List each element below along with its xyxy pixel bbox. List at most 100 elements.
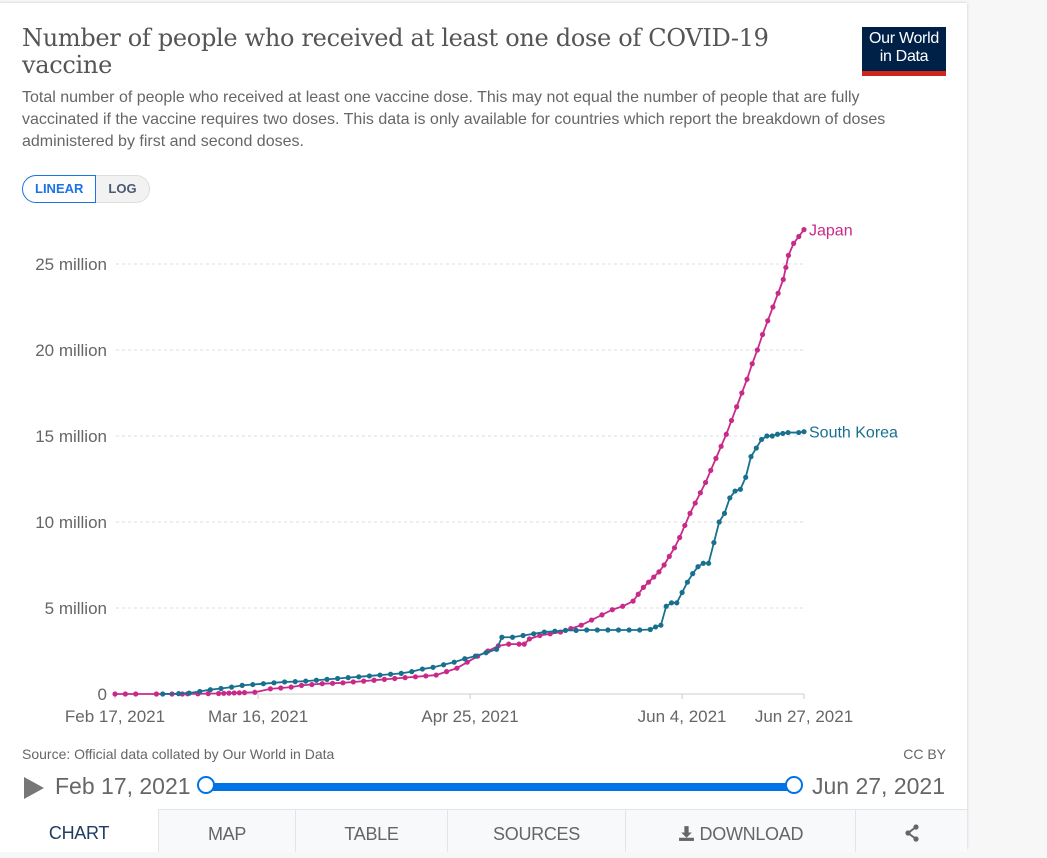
data-point (769, 433, 775, 439)
share-button[interactable] (855, 809, 967, 852)
owid-logo[interactable]: Our World in Data (862, 27, 946, 76)
data-point (412, 674, 419, 680)
data-point (630, 598, 636, 604)
share-icon (904, 824, 919, 842)
tab-chart[interactable]: CHART (0, 809, 158, 852)
data-point (122, 691, 128, 697)
data-point (516, 641, 522, 647)
timeline-end-handle[interactable] (785, 776, 803, 794)
data-point (635, 591, 641, 597)
data-point (402, 675, 408, 681)
tab-map[interactable]: MAP (158, 809, 295, 852)
data-point (521, 641, 527, 647)
line-chart: 0 5 million 10 million 15 million 20 million… (35, 223, 898, 726)
data-point (721, 510, 728, 516)
data-point (388, 671, 394, 677)
data-point (690, 571, 696, 577)
data-point (684, 579, 691, 585)
data-point (472, 653, 478, 659)
download-icon (678, 826, 694, 841)
y-tick-label: 5 million (45, 599, 107, 618)
data-point (541, 629, 547, 635)
data-point (661, 562, 667, 568)
play-icon[interactable] (24, 777, 44, 799)
data-point (727, 495, 733, 501)
data-point (620, 603, 626, 609)
x-tick-label: Jun 27, 2021 (755, 707, 853, 726)
x-axis: Feb 17, 2021 Mar 16, 2021 Apr 25, 2021 Jun … (65, 693, 853, 726)
data-point (737, 486, 744, 492)
data-point (589, 617, 595, 623)
series-group (112, 227, 807, 697)
scale-toggle: LINEAR LOG (22, 175, 150, 203)
data-point (356, 674, 362, 680)
data-point (764, 433, 770, 439)
data-point (454, 665, 460, 671)
log-scale-button[interactable]: LOG (96, 175, 150, 203)
data-point (329, 680, 336, 686)
data-point (785, 252, 792, 258)
data-point (250, 681, 256, 688)
data-point (241, 690, 248, 696)
data-point (236, 690, 242, 696)
data-point (298, 682, 305, 689)
data-point (371, 677, 377, 683)
series-labels: Japan South Korea (809, 223, 898, 442)
data-point (640, 584, 647, 590)
data-point (609, 607, 615, 613)
data-point (728, 417, 735, 424)
data-point (677, 534, 683, 541)
data-point (377, 672, 383, 678)
data-point (780, 430, 786, 437)
data-point (433, 672, 439, 678)
data-point (770, 304, 776, 310)
tab-download[interactable]: DOWNLOAD (625, 809, 855, 852)
data-point (578, 622, 584, 628)
source-note: Source: Official data collated by Our Wo… (22, 746, 335, 762)
data-point (260, 681, 266, 687)
data-point (637, 627, 643, 633)
data-point (656, 569, 662, 575)
data-point (584, 627, 590, 633)
data-point (324, 676, 330, 682)
data-point (197, 688, 203, 695)
data-point (441, 662, 447, 668)
data-point (695, 564, 701, 570)
data-point (663, 603, 669, 609)
data-point (423, 673, 429, 679)
data-point (112, 691, 118, 697)
data-point (133, 691, 139, 697)
data-point (451, 659, 457, 665)
series-label: Japan (809, 223, 853, 240)
tab-table[interactable]: TABLE (295, 809, 447, 852)
tab-sources[interactable]: SOURCES (447, 809, 625, 852)
data-point (682, 522, 688, 529)
data-point (392, 675, 398, 682)
data-point (679, 589, 685, 596)
timeline-start-handle[interactable] (197, 776, 215, 794)
data-point (780, 276, 786, 283)
chart-title: Number of people who received at least o… (22, 24, 769, 79)
linear-scale-button[interactable]: LINEAR (22, 175, 97, 203)
data-point (278, 685, 284, 691)
timeline-start-label: Feb 17, 2021 (55, 773, 191, 799)
data-point (229, 684, 235, 690)
license-link[interactable]: CC BY (903, 746, 946, 762)
timeline: Feb 17, 2021 Jun 27, 2021 (22, 771, 947, 805)
data-point (697, 490, 703, 496)
y-tick-label: 10 million (35, 513, 107, 532)
data-point (520, 632, 526, 639)
data-point (759, 436, 765, 443)
data-point (668, 600, 675, 606)
timeline-range-bar[interactable] (206, 783, 796, 791)
y-tick-label: 0 (98, 685, 107, 704)
data-point (345, 675, 351, 681)
data-point (531, 631, 537, 637)
data-point (319, 681, 325, 687)
data-point (744, 376, 750, 382)
data-point (687, 510, 693, 516)
data-point (526, 636, 533, 642)
data-point (645, 579, 652, 585)
data-point (734, 404, 740, 410)
data-point (743, 474, 749, 480)
